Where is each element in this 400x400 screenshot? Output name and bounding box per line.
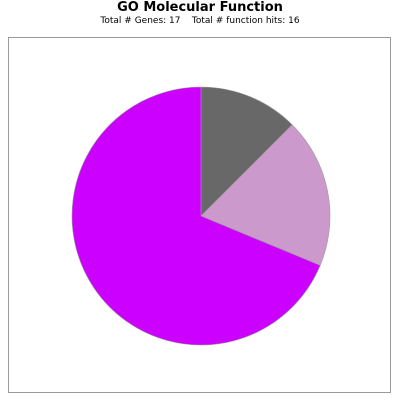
chart-title: GO Molecular Function [117,0,283,15]
chart-subtitle: Total # Genes: 17 Total # function hits:… [100,16,300,26]
pie-slice-1 [200,86,293,217]
plot-area [8,37,391,393]
pie-chart [71,86,331,346]
pie-slice-3 [71,86,321,346]
pie-slice-2 [200,124,331,266]
